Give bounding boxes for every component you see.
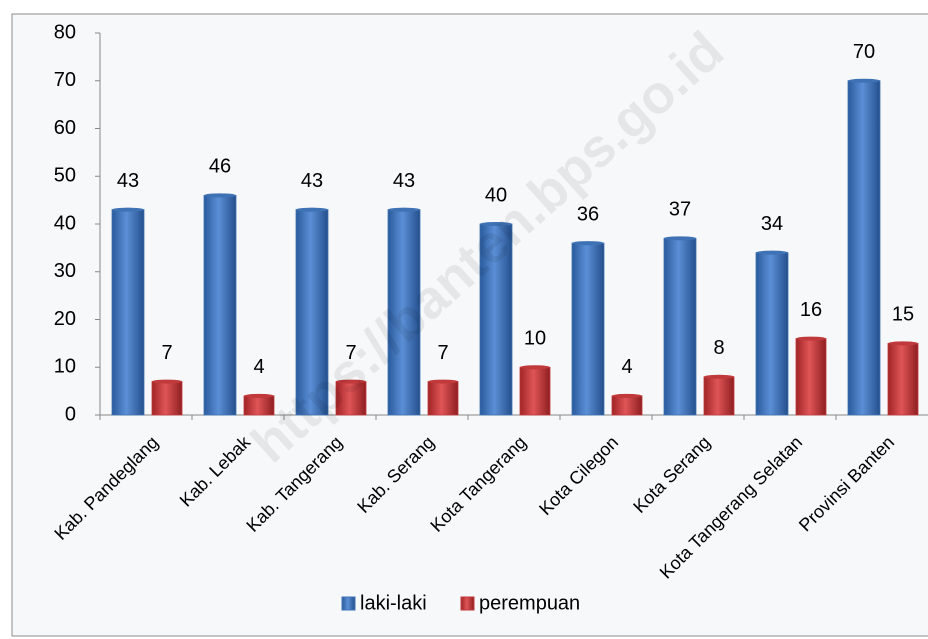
bar-top [848, 78, 880, 83]
y-tick-label: 80 [54, 21, 76, 43]
bar [151, 381, 183, 416]
bar [295, 209, 329, 416]
data-label: 36 [577, 203, 599, 225]
y-tick-label: 0 [65, 403, 76, 425]
data-label: 37 [669, 199, 691, 221]
bar [203, 194, 237, 416]
data-label: 15 [892, 304, 914, 326]
chart-frame [11, 13, 928, 637]
data-label: 4 [621, 356, 632, 378]
data-label: 7 [437, 342, 448, 364]
bar [335, 381, 367, 416]
y-tick-label: 30 [54, 260, 76, 282]
bar-top [664, 236, 696, 241]
data-label: 16 [800, 299, 822, 321]
legend-label: perempuan [479, 592, 580, 614]
bar [663, 237, 697, 416]
y-tick-label: 40 [54, 212, 76, 234]
bar-top [244, 393, 274, 398]
legend-label: laki-laki [360, 592, 427, 614]
bar-top [388, 207, 420, 212]
data-label: 4 [253, 356, 264, 378]
y-tick-label: 70 [54, 69, 76, 91]
y-tick-label: 10 [54, 356, 76, 378]
bar [703, 376, 735, 416]
data-label: 43 [117, 170, 139, 192]
data-label: 8 [713, 337, 724, 359]
bar [755, 252, 789, 416]
data-label: 7 [345, 342, 356, 364]
bar-top [704, 374, 734, 379]
data-label: 7 [161, 342, 172, 364]
bar-top [572, 241, 604, 246]
data-label: 10 [524, 328, 546, 350]
bar-top [756, 250, 788, 255]
y-tick-label: 60 [54, 117, 76, 139]
bar-top [428, 379, 458, 384]
legend-swatch [460, 596, 475, 611]
bar-top [888, 341, 918, 346]
legend-swatch [341, 596, 356, 611]
bar [427, 381, 459, 416]
data-label: 43 [301, 170, 323, 192]
bar-top [336, 379, 366, 384]
bar [519, 366, 551, 416]
data-label: 43 [393, 170, 415, 192]
bar-top [796, 336, 826, 341]
bar-top [520, 365, 550, 370]
bar-top [480, 222, 512, 226]
data-label: 40 [485, 184, 507, 206]
bar-top [204, 193, 236, 198]
bar [571, 242, 605, 416]
bar-top [296, 207, 328, 212]
bar [387, 209, 421, 416]
bar [611, 395, 643, 416]
y-tick-label: 50 [54, 165, 76, 187]
y-tick-label: 20 [54, 308, 76, 330]
data-label: 46 [209, 156, 231, 178]
bar [111, 209, 145, 416]
data-label: 70 [853, 41, 875, 63]
data-label: 34 [761, 213, 783, 235]
bar [847, 80, 881, 416]
bar [479, 223, 513, 416]
bar [887, 342, 919, 416]
bar-top [612, 393, 642, 398]
bar-top [152, 379, 182, 384]
bar-top [112, 207, 144, 212]
bar [795, 338, 827, 416]
